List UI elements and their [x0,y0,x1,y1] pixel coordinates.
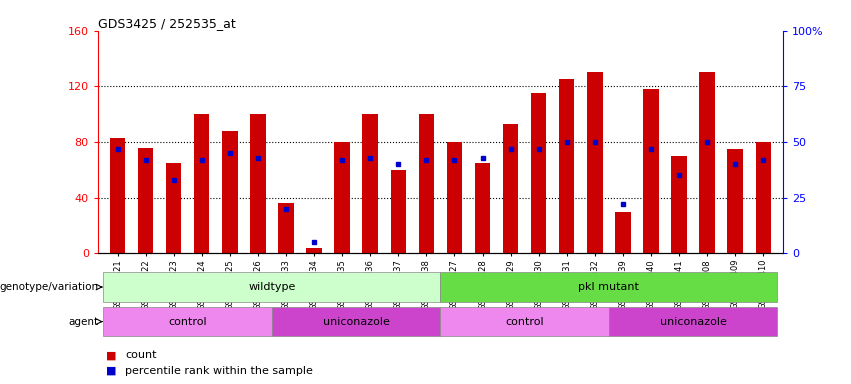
Bar [531,93,546,253]
Bar [700,73,715,253]
Text: count: count [125,350,157,360]
Text: pkl mutant: pkl mutant [579,282,639,292]
Bar [608,307,777,336]
Bar [166,163,181,253]
Text: agent: agent [68,316,99,327]
Bar [278,204,294,253]
Bar [728,149,743,253]
Bar [363,114,378,253]
Bar [643,89,659,253]
Text: ■: ■ [106,366,117,376]
Text: GDS3425 / 252535_at: GDS3425 / 252535_at [98,17,236,30]
Bar [194,114,209,253]
Bar [475,163,490,253]
Text: uniconazole: uniconazole [660,316,727,327]
Bar [306,248,322,253]
Bar [419,114,434,253]
Bar [671,156,687,253]
Text: control: control [505,316,544,327]
Text: genotype/variation: genotype/variation [0,282,99,292]
Bar [110,138,125,253]
Bar [447,142,462,253]
Bar [138,148,153,253]
Text: percentile rank within the sample: percentile rank within the sample [125,366,313,376]
Bar [250,114,266,253]
Bar [615,212,631,253]
Text: control: control [168,316,207,327]
Bar [503,124,518,253]
Bar [104,307,272,336]
Bar [391,170,406,253]
Bar [104,272,441,302]
Bar [334,142,350,253]
Bar [272,307,441,336]
Bar [587,73,603,253]
Text: ■: ■ [106,350,117,360]
Bar [559,79,574,253]
Text: wildtype: wildtype [248,282,295,292]
Bar [756,142,771,253]
Bar [441,272,777,302]
Bar [441,307,608,336]
Bar [222,131,237,253]
Text: uniconazole: uniconazole [323,316,390,327]
